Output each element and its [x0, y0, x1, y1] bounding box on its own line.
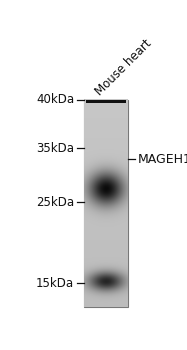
Text: 35kDa: 35kDa: [36, 142, 74, 155]
Text: Mouse heart: Mouse heart: [92, 37, 154, 99]
Text: 40kDa: 40kDa: [36, 93, 74, 106]
Text: 25kDa: 25kDa: [36, 196, 74, 209]
Bar: [84, 100, 128, 307]
Text: MAGEH1: MAGEH1: [138, 153, 187, 166]
Bar: [86, 100, 126, 104]
Text: 15kDa: 15kDa: [36, 277, 74, 290]
